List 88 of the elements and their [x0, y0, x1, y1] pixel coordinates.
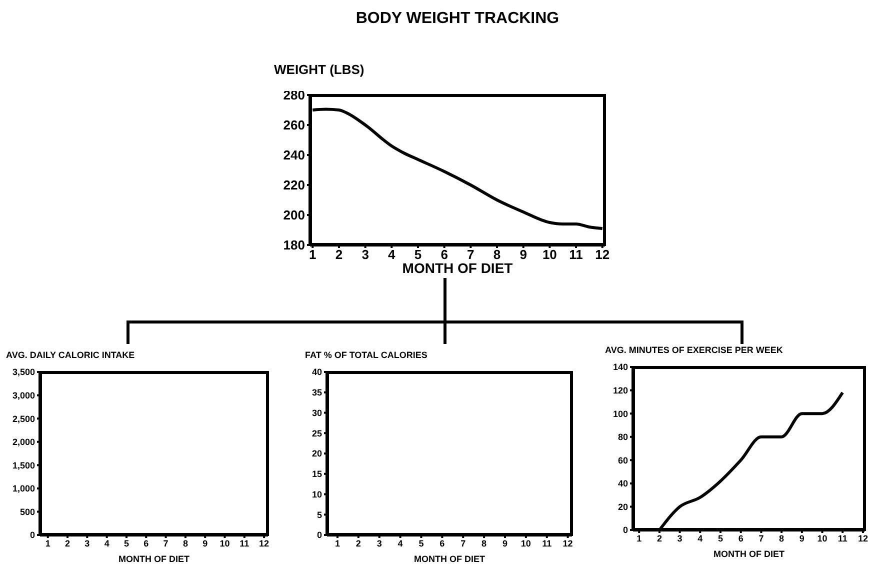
x-tick-label: 8: [779, 533, 784, 544]
x-tick-label: 3: [362, 247, 369, 262]
y-axis-title: FAT % OF TOTAL CALORIES: [305, 350, 428, 360]
y-tick-label: 120: [612, 385, 628, 396]
x-tick-label: 5: [124, 538, 129, 548]
x-tick-label: 12: [562, 538, 573, 548]
y-tick-label: 3,500: [12, 367, 35, 378]
x-tick-label: 1: [334, 538, 340, 548]
x-tick-label: 12: [259, 538, 270, 548]
x-tick-label: 1: [309, 247, 316, 262]
x-tick-label: 11: [569, 247, 583, 262]
x-tick-label: 2: [65, 538, 70, 548]
x-tick-label: 10: [520, 538, 531, 548]
y-tick-label: 200: [283, 208, 305, 223]
y-tick-label: 25: [312, 428, 322, 438]
x-tick-label: 5: [718, 533, 724, 544]
x-tick-label: 7: [758, 533, 764, 544]
x-tick-label: 9: [520, 247, 527, 262]
x-tick-label: 7: [467, 247, 474, 262]
x-tick-label: 10: [817, 533, 828, 544]
y-tick-label: 220: [283, 178, 305, 193]
y-tick-label: 2,500: [12, 414, 35, 424]
y-tick-label: 30: [312, 408, 322, 418]
x-tick-label: 4: [698, 533, 703, 544]
x-tick-label: 3: [376, 538, 382, 548]
x-tick-label: 4: [388, 247, 396, 262]
x-tick-label: 8: [482, 538, 487, 548]
x-tick-label: 8: [493, 247, 501, 262]
y-tick-label: 240: [283, 148, 305, 163]
y-tick-label: 2,000: [12, 437, 35, 448]
x-tick-label: 11: [542, 538, 552, 548]
line-series: [311, 108, 604, 230]
chart-title: BODY WEIGHT TRACKING: [354, 10, 560, 28]
y-tick-label: 40: [618, 478, 628, 489]
y-tick-label: 35: [312, 388, 322, 398]
x-tick-label: 5: [418, 538, 424, 548]
x-axis-title: MONTH OF DIET: [413, 554, 486, 564]
y-tick-label: 100: [612, 408, 628, 419]
y-tick-label: 0: [30, 530, 35, 540]
y-axis-title: WEIGHT (LBS): [274, 62, 364, 77]
x-tick-label: 12: [858, 533, 868, 544]
x-tick-label: 8: [182, 538, 188, 548]
y-tick-label: 140: [612, 362, 628, 372]
y-tick-label: 1,000: [12, 484, 35, 494]
y-tick-label: 500: [20, 506, 35, 517]
y-axis-title: AVG. MINUTES OF EXERCISE PER WEEK: [605, 345, 783, 355]
x-tick-label: 7: [460, 538, 466, 548]
x-tick-label: 2: [356, 538, 361, 548]
x-axis-title: MONTH OF DIET: [118, 554, 190, 564]
y-tick-label: 40: [312, 367, 322, 378]
y-tick-label: 1,500: [12, 460, 35, 470]
x-tick-label: 9: [502, 538, 508, 548]
x-tick-label: 12: [595, 247, 610, 262]
x-tick-label: 1: [45, 538, 50, 548]
x-tick-label: 3: [677, 533, 682, 544]
x-tick-label: 9: [202, 538, 208, 548]
x-tick-label: 6: [440, 247, 448, 262]
y-tick-label: 180: [283, 238, 305, 253]
x-tick-label: 2: [656, 533, 662, 544]
y-tick-label: 60: [618, 455, 628, 466]
x-tick-label: 11: [838, 533, 848, 544]
x-tick-label: 5: [414, 247, 422, 262]
y-axis-title: AVG. DAILY CALORIC INTAKE: [6, 350, 135, 360]
x-tick-label: 10: [220, 538, 230, 548]
y-tick-label: 5: [316, 510, 322, 520]
x-tick-label: 1: [636, 533, 642, 544]
y-tick-label: 0: [622, 525, 628, 536]
x-tick-label: 6: [440, 538, 445, 548]
x-tick-label: 9: [799, 533, 804, 544]
x-tick-label: 10: [542, 247, 557, 262]
x-axis-title: MONTH OF DIET: [712, 549, 786, 559]
x-tick-label: 4: [398, 538, 403, 548]
x-axis-title: MONTH OF DIET: [402, 260, 513, 276]
y-tick-label: 3,000: [12, 390, 35, 400]
y-tick-label: 0: [316, 530, 322, 540]
y-tick-label: 20: [312, 448, 322, 459]
y-tick-label: 20: [618, 502, 628, 512]
x-tick-label: 4: [104, 538, 110, 548]
x-tick-label: 2: [335, 247, 343, 262]
y-tick-label: 80: [618, 432, 628, 442]
y-tick-label: 10: [312, 489, 322, 500]
x-tick-label: 3: [84, 538, 90, 548]
x-tick-label: 7: [163, 538, 168, 548]
y-tick-label: 260: [283, 118, 305, 133]
x-tick-label: 6: [144, 538, 149, 548]
x-tick-label: 11: [240, 538, 250, 548]
y-tick-label: 15: [312, 469, 322, 480]
x-tick-label: 6: [738, 533, 744, 544]
